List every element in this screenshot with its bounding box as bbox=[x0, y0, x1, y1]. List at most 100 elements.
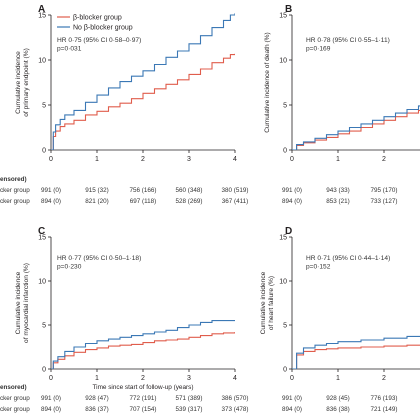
panel-d-no-bblocker-curve bbox=[292, 335, 420, 369]
panel-d-y-axis-label: of heart failure (%) bbox=[268, 276, 275, 330]
panel-d-stat-text: HR 0·71 (95% CI 0·44–1·14) bbox=[306, 255, 390, 262]
panel-a-risk-cell: 528 (269) bbox=[176, 198, 203, 205]
panel-b-bblocker-curve bbox=[292, 109, 420, 150]
panel-a-risk-cell: 756 (166) bbox=[130, 187, 157, 194]
panel-b-risk-cell: 991 (0) bbox=[282, 187, 302, 194]
panel-d-risk-cell: 991 (0) bbox=[282, 395, 302, 402]
panel-b: B 0 5 10 15 0 1 2 Cumulative incidence of death … bbox=[264, 4, 420, 205]
panel-c-y-axis-label: of myocardial infarction (%) bbox=[23, 263, 30, 343]
panel-b-no-bblocker-curve bbox=[292, 105, 420, 150]
panel-a-risk-row-label: cker group bbox=[0, 198, 30, 205]
panel-c-xtick-label: 4 bbox=[233, 375, 237, 382]
panel-c-ytick-label: 0 bbox=[42, 366, 46, 373]
panel-c-stat-text: p=0·230 bbox=[57, 264, 82, 271]
panel-c-x-axis-label: Time since start of follow-up (years) bbox=[93, 384, 194, 391]
panel-c-stat-text: HR 0·77 (95% CI 0·50–1·18) bbox=[57, 255, 141, 262]
panel-a-risk-cell: 821 (20) bbox=[85, 198, 108, 205]
panel-c-risk-cell: 539 (317) bbox=[176, 406, 203, 413]
panel-c-xtick-label: 2 bbox=[141, 375, 145, 382]
panel-a-risk-cell: 894 (0) bbox=[41, 198, 61, 205]
panel-a-risk-cell: 991 (0) bbox=[41, 187, 61, 194]
panel-b-risk-cell: 795 (170) bbox=[371, 187, 398, 194]
panel-d-risk-cell: 894 (0) bbox=[282, 406, 302, 413]
panel-a-ytick-label: 15 bbox=[38, 12, 46, 19]
panel-c-xtick-label: 3 bbox=[187, 375, 191, 382]
legend-bblocker-label: β-blocker group bbox=[73, 15, 122, 22]
panel-a-stat-text: p=0·031 bbox=[57, 46, 82, 53]
panel-a-stat-text: HR 0·75 (95% CI 0·58–0·97) bbox=[57, 37, 141, 44]
panel-b-risk-cell: 853 (21) bbox=[326, 198, 349, 205]
panel-c-ytick-label: 5 bbox=[42, 322, 46, 329]
panel-a-risk-cell: 380 (519) bbox=[222, 187, 249, 194]
panel-a-risk-header: ensored) bbox=[0, 176, 27, 183]
panel-d-ytick-label: 0 bbox=[283, 366, 287, 373]
panel-b-xtick-label: 0 bbox=[290, 156, 294, 163]
panel-a-risk-row-label: cker group bbox=[0, 187, 30, 194]
panel-d-y-axis-label: Cumulative incidence bbox=[260, 271, 267, 334]
panel-a-letter: A bbox=[38, 4, 45, 15]
panel-a: A 0 5 10 15 0 1 2 3 4 Cumulative incidence of prima… bbox=[0, 4, 248, 205]
panel-c-bblocker-curve bbox=[51, 332, 235, 369]
panel-b-ytick-label: 5 bbox=[283, 102, 287, 109]
panel-d: D 0 5 10 15 0 1 2 Cumulative incidence of heart f… bbox=[260, 226, 420, 413]
panel-b-risk-cell: 894 (0) bbox=[282, 198, 302, 205]
panel-b-ytick-label: 15 bbox=[279, 12, 287, 19]
panel-b-ytick-label: 0 bbox=[283, 147, 287, 154]
panel-a-ytick-label: 10 bbox=[38, 57, 46, 64]
panel-d-risk-cell: 721 (149) bbox=[371, 406, 398, 413]
panel-c-no-bblocker-curve bbox=[51, 320, 235, 369]
panel-d-xtick-label: 0 bbox=[290, 375, 294, 382]
panel-d-letter: D bbox=[285, 226, 292, 237]
panel-a-risk-cell: 367 (411) bbox=[222, 198, 249, 205]
panel-c-risk-cell: 571 (389) bbox=[176, 395, 203, 402]
panel-b-risk-cell: 943 (33) bbox=[326, 187, 349, 194]
panel-a-xtick-label: 4 bbox=[233, 156, 237, 163]
panel-c-risk-header: ensored) bbox=[0, 384, 27, 391]
panel-a-y-axis-label: of primary endpoint (%) bbox=[23, 48, 30, 117]
panel-a-risk-cell: 560 (348) bbox=[176, 187, 203, 194]
legend-no-bblocker-label: No β-blocker group bbox=[73, 25, 133, 32]
panel-d-bblocker-curve bbox=[292, 344, 420, 369]
panel-c-risk-cell: 836 (37) bbox=[85, 406, 108, 413]
panel-c-xtick-label: 1 bbox=[95, 375, 99, 382]
panel-b-ytick-label: 10 bbox=[279, 57, 287, 64]
panel-c-y-axis-label: Cumulative incidence bbox=[15, 271, 22, 334]
panel-d-ytick-label: 15 bbox=[279, 234, 287, 241]
panel-d-xtick-label: 1 bbox=[336, 375, 340, 382]
panel-c-risk-cell: 928 (47) bbox=[85, 395, 108, 402]
panel-c-letter: C bbox=[38, 226, 45, 237]
panel-d-ytick-label: 5 bbox=[283, 322, 287, 329]
panel-a-xtick-label: 0 bbox=[49, 156, 53, 163]
panel-a-xtick-label: 3 bbox=[187, 156, 191, 163]
legend: β-blocker group No β-blocker group bbox=[57, 15, 133, 32]
panel-c-risk-row-label: cker group bbox=[0, 395, 30, 402]
panel-c-ytick-label: 10 bbox=[38, 278, 46, 285]
panel-d-xtick-label: 2 bbox=[382, 375, 386, 382]
panel-c-risk-cell: 707 (154) bbox=[130, 406, 157, 413]
panel-b-risk-cell: 733 (127) bbox=[371, 198, 398, 205]
panel-a-no-bblocker-curve bbox=[51, 13, 235, 150]
panel-b-y-axis-label: Cumulative incidence of death (%) bbox=[264, 32, 271, 132]
panel-a-xtick-label: 1 bbox=[95, 156, 99, 163]
panel-a-xtick-label: 2 bbox=[141, 156, 145, 163]
panel-d-risk-cell: 836 (38) bbox=[326, 406, 349, 413]
panel-a-ytick-label: 5 bbox=[42, 102, 46, 109]
panel-c-risk-cell: 386 (570) bbox=[222, 395, 249, 402]
panel-a-risk-cell: 915 (32) bbox=[85, 187, 108, 194]
panel-d-stat-text: p=0·152 bbox=[306, 264, 331, 271]
panel-d-risk-cell: 928 (45) bbox=[326, 395, 349, 402]
panel-a-y-axis-label: Cumulative incidence bbox=[15, 51, 22, 114]
panel-c: C 0 5 10 15 0 1 2 3 4 Cumulative incidence of myoca… bbox=[0, 226, 248, 413]
panel-c-risk-cell: 991 (0) bbox=[41, 395, 61, 402]
panel-a-risk-cell: 697 (118) bbox=[130, 198, 157, 205]
panel-c-risk-cell: 373 (478) bbox=[222, 406, 249, 413]
panel-c-ytick-label: 15 bbox=[38, 234, 46, 241]
panel-b-xtick-label: 2 bbox=[382, 156, 386, 163]
panel-c-risk-row-label: cker group bbox=[0, 406, 30, 413]
panel-b-xtick-label: 1 bbox=[336, 156, 340, 163]
panel-d-ytick-label: 10 bbox=[279, 278, 287, 285]
panel-a-ytick-label: 0 bbox=[42, 147, 46, 154]
panel-c-risk-cell: 772 (191) bbox=[130, 395, 157, 402]
